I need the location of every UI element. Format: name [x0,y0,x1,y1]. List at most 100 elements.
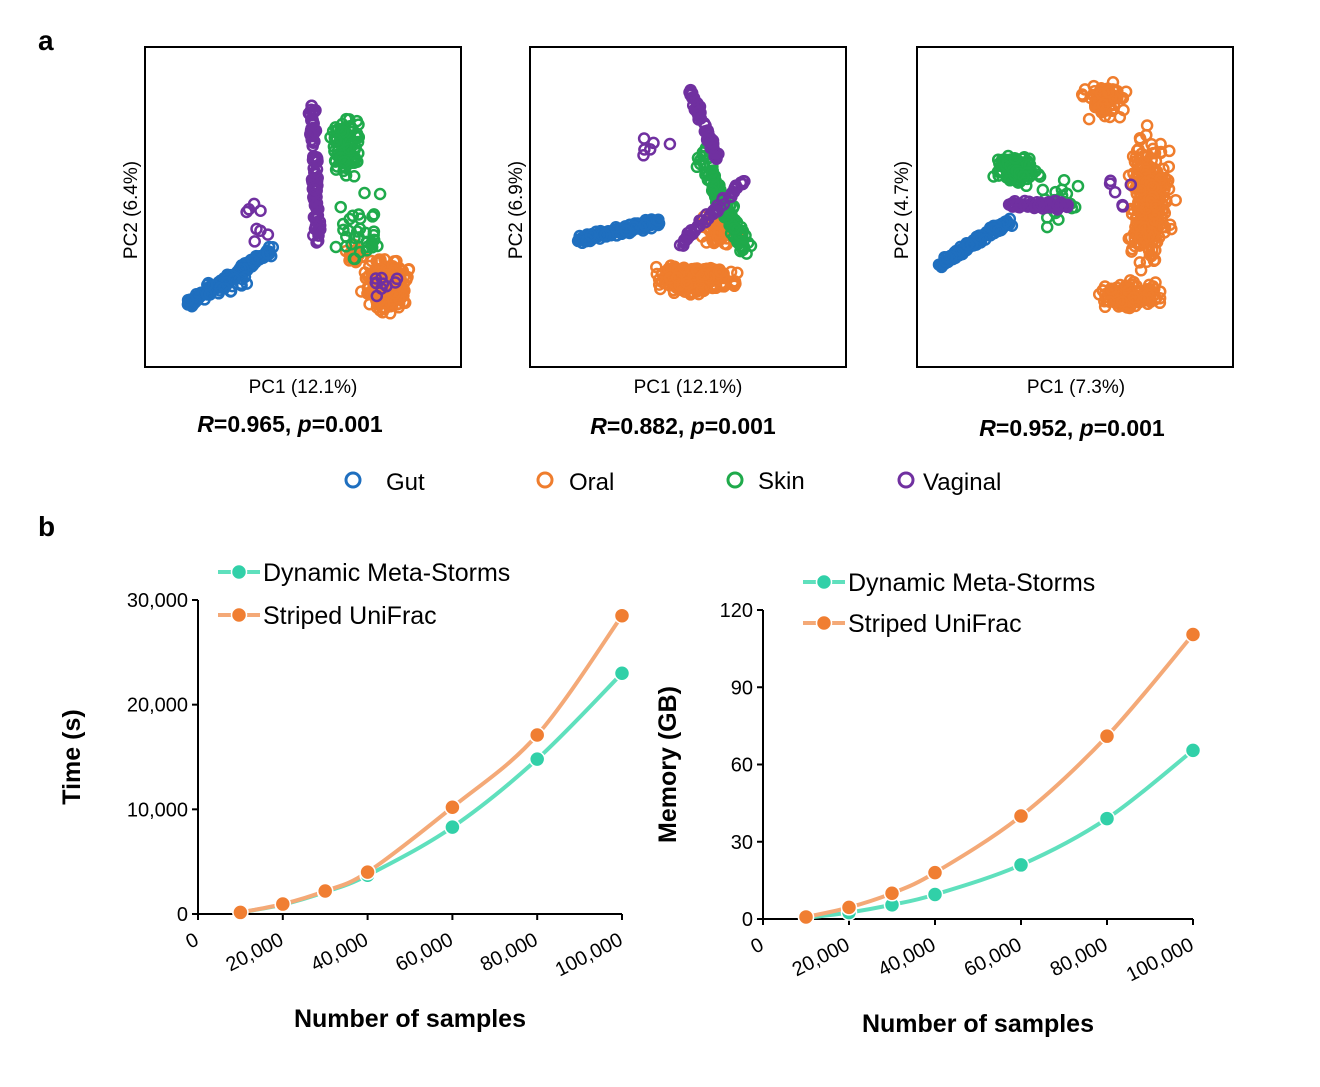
data-point-su [528,726,546,744]
pcoa-point-oral [1134,184,1147,197]
pcoa-point-oral [1123,274,1137,287]
pcoa-point-skin [373,187,387,201]
pcoa-point-oral [714,265,728,279]
pcoa-point-vaginal [1104,174,1117,188]
pcoa-point-skin [367,225,381,238]
p-symbol: p [297,411,312,437]
pcoa-point-oral [1128,155,1142,169]
r-value: =0.882, [607,413,691,439]
pcoa-point-oral [1130,144,1144,157]
pcoa-point-oral [1096,98,1110,111]
pcoa-point-vaginal [1051,198,1064,212]
pcoa-point-oral [1114,91,1128,104]
data-point-dms [1184,742,1202,759]
pcoa-point-oral [1134,227,1148,241]
data-point-dms [926,886,944,903]
x-axis-title: Number of samples [294,1005,526,1033]
legend-label-dms: Dynamic Meta-Storms [848,569,1095,597]
y-tick-label: 0 [177,904,188,926]
r-value: =0.952, [996,415,1080,441]
data-point-dms [1098,810,1116,827]
pcoa-point-oral [677,261,691,275]
pcoa-point-oral [709,281,723,295]
pcoa-point-skin [705,166,719,179]
pcoa-point-gut [227,272,241,286]
x-tick-label: 60,000 [961,934,1025,981]
x-tick-label: 20,000 [223,929,287,976]
r-symbol: R [590,413,607,439]
pcoa-point-vaginal [1124,178,1138,191]
x-tick-label: 80,000 [477,929,541,976]
pcoa-point-skin [351,155,364,168]
pcoa-point-gut [246,254,260,268]
x-tick-label: 40,000 [307,929,371,976]
pcoa-point-skin [338,155,351,168]
pcoa-point-oral [1078,83,1092,96]
pcoa-point-skin [361,240,374,254]
pcoa-point-oral [1134,264,1148,277]
pcoa-point-vaginal [311,234,325,248]
panel-label-b: b [38,511,55,542]
data-point-dms [528,750,546,768]
pcoa-point-gut [599,228,612,242]
legend-label-oral: Oral [569,469,614,496]
legend-item-skin: Skin [726,468,805,495]
p-value: =0.001 [705,413,776,439]
p-value: =0.001 [1094,415,1165,441]
pcoa-point-oral [1154,137,1167,151]
series-line-su [240,614,624,915]
pcoa-point-skin [348,252,362,266]
pcoa-point-oral [373,256,387,269]
x-tick-label: 0 [747,934,767,959]
pcoa-point-skin [342,142,356,155]
series-line-dms [240,671,624,915]
pcoa-point-oral [1155,171,1169,185]
pcoa-point-gut [940,251,954,264]
pcoa-stat: R=0.965, p=0.001 [197,411,383,437]
pcoa-point-oral [1140,255,1154,268]
pcoa-point-oral [1148,213,1162,227]
legend-marker-skin [726,471,744,489]
pcoa-point-oral [1102,85,1115,99]
pcoa-point-vaginal [308,125,322,139]
pcoa-point-oral [1142,278,1156,292]
pcoa-point-vaginal [248,235,261,248]
pcoa-point-oral [1115,295,1129,308]
p-symbol: p [1079,415,1094,441]
data-point-su [613,607,631,624]
pcoa-point-vaginal [380,279,393,293]
pcoa-point-gut [189,295,202,308]
pcoa-point-oral [1144,178,1158,191]
pcoa-point-vaginal [685,91,699,105]
legend-marker-dms [230,563,248,581]
pcoa-point-vaginal [242,203,256,216]
pcoa-point-oral [1154,145,1168,159]
data-point-su [1098,727,1116,745]
x-tick-label: 40,000 [875,934,939,981]
pcoa-ylabel: PC2 (6.4%) [121,161,142,259]
pcoa-point-vaginal [390,272,404,286]
pcoa-panel-2: PC1 (12.1%) PC2 (6.9%) R=0.882, p=0.001 [506,46,847,439]
memory-chart: 0 30 60 90 120 0 20,000 40,000 60,000 80,000 100,0… [654,569,1202,1038]
pcoa-point-vaginal [716,191,730,205]
data-point-dms [1012,856,1030,874]
pcoa-point-skin [337,223,350,237]
pcoa-point-skin [358,186,371,200]
data-point-su [232,904,249,921]
pcoa-point-vaginal [701,124,715,137]
pcoa-point-vaginal [310,163,324,176]
pcoa-point-vaginal [311,154,324,168]
pcoa-point-skin [346,209,360,223]
x-axis-title: Number of samples [862,1010,1094,1038]
pcoa-point-oral [690,264,704,278]
legend-marker-su [815,614,833,632]
y-tick-label: 20,000 [127,695,188,717]
pcoa-point-vaginal [304,103,318,117]
legend-marker-oral [536,471,554,489]
pcoa-point-skin [349,140,362,154]
pcoa-point-skin [728,222,741,235]
pcoa-point-oral [363,297,376,311]
pcoa-point-oral [731,266,744,280]
pcoa-points [571,83,758,301]
pcoa-point-skin [707,178,721,192]
